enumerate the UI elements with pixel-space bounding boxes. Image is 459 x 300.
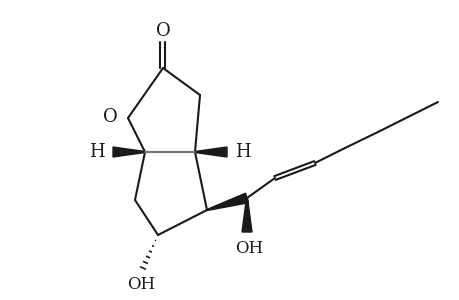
Polygon shape (241, 198, 252, 232)
Text: H: H (89, 143, 105, 161)
Polygon shape (207, 193, 248, 211)
Text: O: O (103, 108, 118, 126)
Text: H: H (235, 143, 250, 161)
Polygon shape (113, 147, 145, 157)
Text: OH: OH (127, 276, 155, 293)
Text: O: O (155, 22, 170, 40)
Polygon shape (195, 147, 226, 157)
Text: OH: OH (235, 240, 263, 257)
